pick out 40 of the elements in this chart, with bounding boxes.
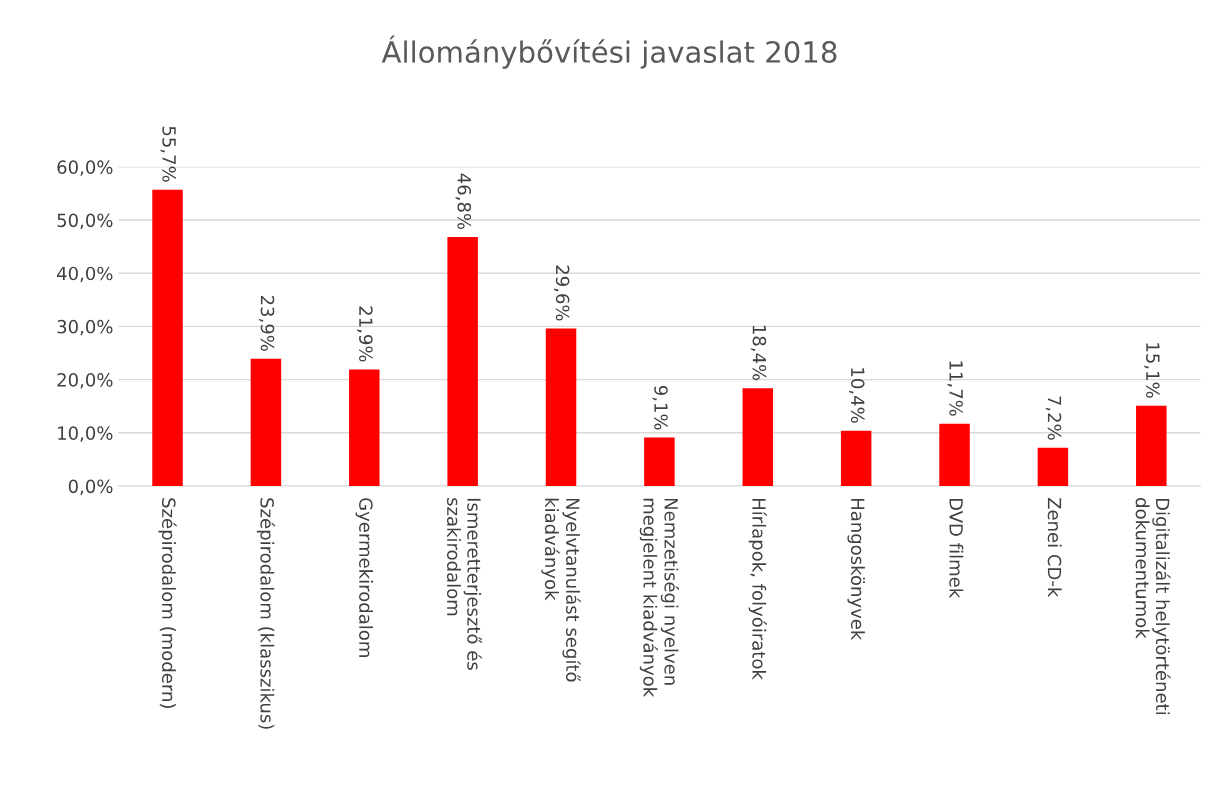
bar — [250, 358, 282, 487]
x-tick-label: Digitalizált helytörténeti dokumentumok — [1135, 498, 1171, 715]
data-label: 29,6% — [553, 265, 570, 321]
bar — [1037, 447, 1069, 487]
data-label: 15,1% — [1144, 343, 1160, 398]
data-label: 21,9% — [357, 306, 373, 362]
bar — [644, 437, 675, 487]
x-tick-label: Gyermekirodalom — [355, 498, 374, 657]
bar — [545, 328, 577, 487]
y-tick-label: 0,0% — [68, 479, 113, 495]
y-tick-label: 60,0% — [57, 160, 113, 176]
x-tick-label: Hangoskönyvek — [847, 498, 865, 641]
x-tick-label: Szépirodalom (klasszikus) — [256, 498, 275, 729]
bar — [840, 430, 872, 487]
y-tick-label: 20,0% — [57, 373, 113, 389]
x-tick-label: DVD filmek — [949, 498, 964, 599]
y-tick-label: 50,0% — [57, 213, 113, 229]
bar — [939, 423, 970, 487]
bar — [742, 388, 774, 487]
data-label: 11,7% — [947, 361, 963, 416]
data-label: 23,9% — [258, 295, 275, 351]
chart-title: Állománybővítési javaslat 2018 — [381, 35, 837, 69]
data-label: 10,4% — [849, 368, 865, 423]
data-label: 7,2% — [1045, 396, 1062, 440]
x-tick-label: Nyelvtanulást segítő kiadványok — [541, 498, 581, 682]
bar — [349, 369, 380, 487]
x-tick-label: Zenei CD-k — [1047, 497, 1062, 598]
data-label: 18,4% — [750, 325, 767, 381]
y-tick-label: 30,0% — [57, 319, 113, 336]
data-label: 9,1% — [652, 385, 668, 430]
bar — [152, 189, 183, 487]
data-label: 46,8% — [455, 173, 472, 230]
x-tick-label: Hírlapok, folyóiratok — [748, 498, 767, 680]
y-tick-label: 10,0% — [58, 426, 113, 442]
y-tick-label: 40,0% — [57, 266, 113, 283]
x-tick-label: Ismeretterjesztő és szakirodalom — [446, 498, 482, 670]
data-label: 55,7% — [160, 126, 176, 182]
x-tick-label: Szépirodalom (modern) — [158, 498, 177, 708]
bar — [1136, 405, 1167, 487]
bar — [447, 237, 478, 487]
